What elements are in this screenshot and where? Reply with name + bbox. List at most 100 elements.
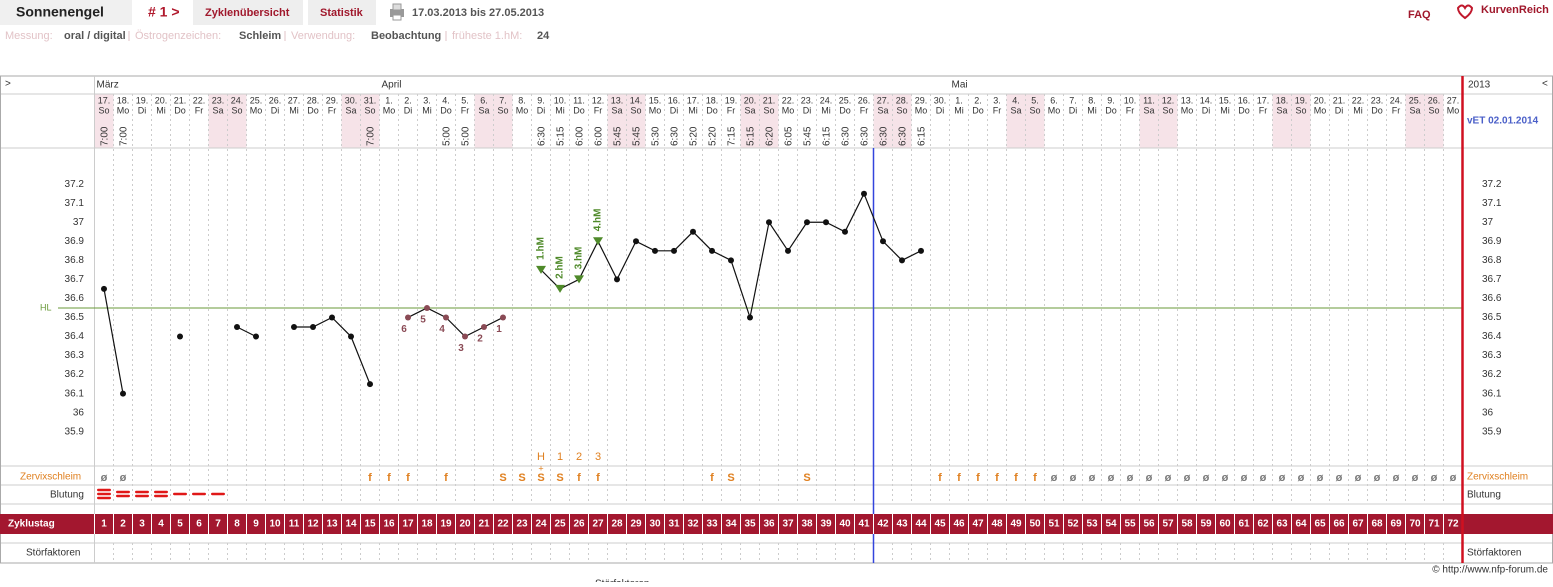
weekday: So xyxy=(763,105,774,115)
weekday: Mi xyxy=(1220,105,1230,115)
time: 5:00 xyxy=(442,126,453,146)
mucus: ø xyxy=(1146,472,1153,484)
cycle-day: 39 xyxy=(820,519,832,530)
cycle-day: 42 xyxy=(877,519,889,530)
cycle-day: 48 xyxy=(991,519,1003,530)
mucus: ø xyxy=(1051,472,1058,484)
mucus: ø xyxy=(1070,472,1077,484)
mucus: S xyxy=(727,472,734,484)
y-tick-label: 36.5 xyxy=(1482,312,1502,323)
weekday: Di xyxy=(670,105,679,115)
date: 24. xyxy=(1390,95,1403,105)
temp-point xyxy=(120,390,126,397)
weekday: Mo xyxy=(1048,105,1061,115)
tab[interactable]: Statistik xyxy=(320,7,364,19)
mucus: f xyxy=(710,472,714,484)
date: 18. xyxy=(117,95,130,105)
time: 7:00 xyxy=(100,126,111,146)
date: 2. xyxy=(404,95,412,105)
y-tick-label: 36.9 xyxy=(1482,236,1502,247)
cycle-day: 11 xyxy=(289,519,300,530)
temp-point xyxy=(709,247,715,254)
mucus: ø xyxy=(1450,472,1457,484)
weekday: Fr xyxy=(727,105,736,115)
mucus: f xyxy=(957,472,961,484)
cycle-day: 29 xyxy=(630,519,642,530)
mucus: f xyxy=(596,472,600,484)
weekend-cell xyxy=(341,94,361,148)
faq[interactable]: FAQ xyxy=(1408,9,1431,21)
weekday: Mo xyxy=(383,105,396,115)
date: 25. xyxy=(1409,95,1422,105)
cycle-day: 46 xyxy=(953,519,965,530)
weekday: Do xyxy=(573,105,585,115)
time: 6:30 xyxy=(860,126,871,146)
cycle-day: 57 xyxy=(1162,519,1174,530)
high-temp-point xyxy=(574,275,584,284)
cycle-day-band xyxy=(0,514,1553,534)
date: 18. xyxy=(1276,95,1289,105)
time: 5:00 xyxy=(461,126,472,146)
cycle-day: 67 xyxy=(1352,519,1364,530)
y-tick-label: 37.1 xyxy=(1482,198,1502,209)
weekday: So xyxy=(364,105,375,115)
temp-point xyxy=(177,333,183,340)
temp-point xyxy=(234,323,240,330)
row-label: Störfaktoren xyxy=(1467,548,1521,559)
cycle-day: 15 xyxy=(364,519,376,530)
cycle-day: 72 xyxy=(1447,519,1459,530)
temp-point xyxy=(804,219,810,226)
y-tick-label: 36.2 xyxy=(1482,369,1502,380)
date: 6. xyxy=(1050,95,1058,105)
time: 6:30 xyxy=(841,126,852,146)
footer-label: Störfaktoren xyxy=(595,579,649,582)
date: 20. xyxy=(155,95,168,105)
date: 27. xyxy=(1447,95,1460,105)
peak-label: 3 xyxy=(595,451,601,463)
date: 23. xyxy=(1371,95,1384,105)
y-tick-label: 37.2 xyxy=(65,179,85,190)
mucus: ø xyxy=(1431,472,1438,484)
y-tick-label: 36.3 xyxy=(1482,350,1502,361)
weekday: So xyxy=(1029,105,1040,115)
date: 6. xyxy=(480,95,488,105)
cycle-day: 28 xyxy=(611,519,623,530)
weekday: Fr xyxy=(328,105,337,115)
weekday: Mo xyxy=(516,105,529,115)
mucus: S xyxy=(537,472,544,484)
date: 17. xyxy=(687,95,700,105)
date: 17. xyxy=(98,95,111,105)
weekday: Do xyxy=(972,105,984,115)
time: 6:30 xyxy=(879,126,890,146)
date: 25. xyxy=(250,95,263,105)
temp-point xyxy=(348,333,354,340)
cycle-day: 65 xyxy=(1314,519,1326,530)
date: 20. xyxy=(1314,95,1327,105)
brand[interactable]: KurvenReich xyxy=(1481,4,1549,16)
date: 29. xyxy=(326,95,339,105)
cycle-day: 50 xyxy=(1029,519,1041,530)
date: 30. xyxy=(345,95,358,105)
weekday: Mi xyxy=(1087,105,1097,115)
weekday: Do xyxy=(440,105,452,115)
mucus: ø xyxy=(1355,472,1362,484)
weekend-cell xyxy=(208,94,228,148)
weekend-cell xyxy=(1405,94,1425,148)
y-tick-label: 37.2 xyxy=(1482,179,1502,190)
tab[interactable]: Zyklenübersicht xyxy=(205,7,290,19)
time: 5:15 xyxy=(556,126,567,146)
cycle-nav[interactable]: # 1 > xyxy=(148,4,180,20)
time: 6:05 xyxy=(784,126,795,146)
date: 18. xyxy=(706,95,719,105)
weekday: Sa xyxy=(478,105,489,115)
weekday: Mi xyxy=(1353,105,1363,115)
cycle-day: 51 xyxy=(1048,519,1060,530)
weekday: Mo xyxy=(649,105,662,115)
weekday: Do xyxy=(839,105,851,115)
low-temp-label: 6 xyxy=(401,324,407,335)
date: 3. xyxy=(993,95,1001,105)
printer-icon[interactable] xyxy=(390,3,404,21)
row-label: Blutung xyxy=(50,490,84,501)
time: 5:45 xyxy=(803,126,814,146)
